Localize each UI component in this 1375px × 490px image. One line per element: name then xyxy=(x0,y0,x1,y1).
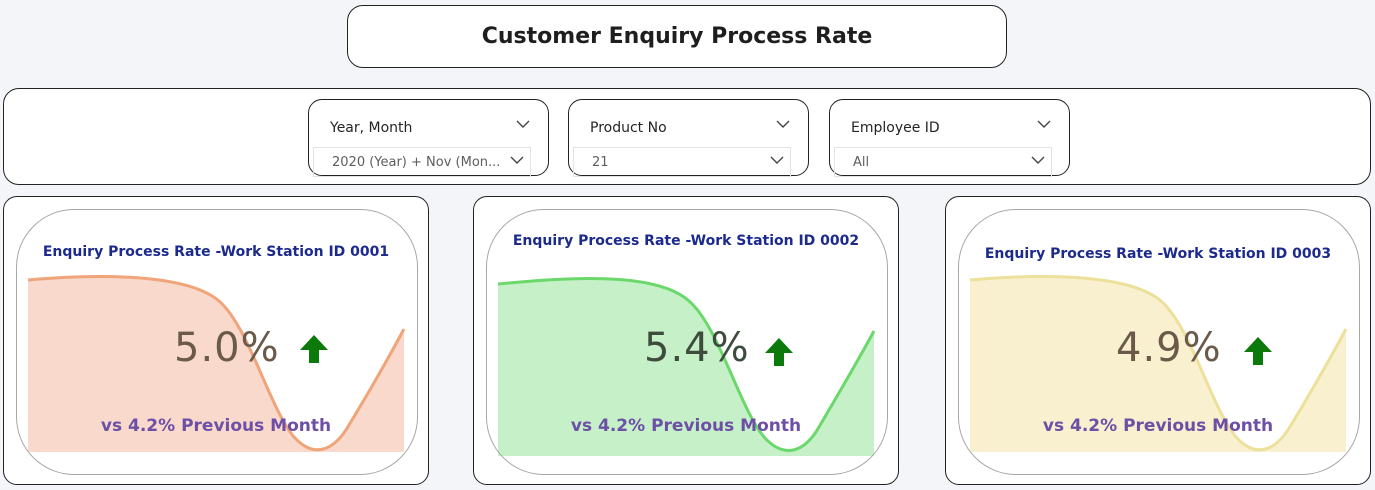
trend-area-chart xyxy=(969,275,1348,452)
chevron-down-icon[interactable] xyxy=(776,120,790,129)
trend-area-chart xyxy=(497,277,876,456)
slicer-product-no-dropdown[interactable]: 21 xyxy=(573,147,791,177)
kpi-card-frame xyxy=(16,209,418,475)
kpi-comparison: vs 4.2% Previous Month xyxy=(1042,416,1274,436)
page-title-box: Customer Enquiry Process Rate xyxy=(347,5,1007,68)
kpi-card-frame xyxy=(958,209,1360,475)
kpi-card-title: Enquiry Process Rate -Work Station ID 00… xyxy=(984,246,1332,262)
kpi-card-frame xyxy=(486,209,888,475)
slicer-employee-id-value: All xyxy=(853,154,870,170)
kpi-card-title: Enquiry Process Rate -Work Station ID 00… xyxy=(42,244,390,260)
chevron-down-icon[interactable] xyxy=(516,120,530,129)
trend-area-fill xyxy=(28,276,404,452)
kpi-comparison: vs 4.2% Previous Month xyxy=(570,416,802,436)
slicer-employee-id-dropdown[interactable]: All xyxy=(834,147,1052,177)
slicer-year-month-value: 2020 (Year) + Nov (Mon... xyxy=(332,154,501,170)
chevron-down-icon[interactable] xyxy=(1037,120,1051,129)
arrow-up-icon xyxy=(765,338,793,366)
kpi-card-title: Enquiry Process Rate -Work Station ID 00… xyxy=(512,233,860,249)
slicer-product-no-value: 21 xyxy=(592,154,609,170)
trend-line xyxy=(27,275,406,452)
slicer-year-month[interactable]: Year, Month 2020 (Year) + Nov (Mon... xyxy=(308,99,549,177)
chevron-down-icon[interactable] xyxy=(510,156,524,165)
trend-area-fill xyxy=(970,276,1346,452)
filter-panel: Year, Month 2020 (Year) + Nov (Mon... Pr… xyxy=(3,88,1371,185)
page-title: Customer Enquiry Process Rate xyxy=(481,24,873,49)
trend-area-fill xyxy=(498,278,874,456)
slicer-product-no-label: Product No xyxy=(590,120,667,136)
kpi-value: 5.4% xyxy=(644,325,750,371)
kpi-card-ws-0001[interactable]: Enquiry Process Rate -Work Station ID 00… xyxy=(3,196,429,485)
kpi-value: 5.0% xyxy=(174,325,280,371)
chevron-down-icon[interactable] xyxy=(770,156,784,165)
slicer-employee-id-label: Employee ID xyxy=(851,120,940,136)
arrow-up-icon xyxy=(1244,337,1272,365)
trend-line xyxy=(497,277,876,452)
slicer-employee-id[interactable]: Employee ID All xyxy=(829,99,1070,177)
kpi-card-ws-0002[interactable]: Enquiry Process Rate -Work Station ID 00… xyxy=(473,196,899,485)
chevron-down-icon[interactable] xyxy=(1031,156,1045,165)
kpi-comparison: vs 4.2% Previous Month xyxy=(100,416,332,436)
slicer-product-no[interactable]: Product No 21 xyxy=(568,99,809,177)
slicer-year-month-label: Year, Month xyxy=(330,120,413,136)
trend-line xyxy=(969,275,1348,452)
arrow-up-icon xyxy=(300,335,328,363)
kpi-value: 4.9% xyxy=(1116,325,1222,371)
slicer-year-month-dropdown[interactable]: 2020 (Year) + Nov (Mon... xyxy=(313,147,531,177)
trend-area-chart xyxy=(27,275,406,452)
kpi-card-ws-0003[interactable]: Enquiry Process Rate -Work Station ID 00… xyxy=(945,196,1371,485)
